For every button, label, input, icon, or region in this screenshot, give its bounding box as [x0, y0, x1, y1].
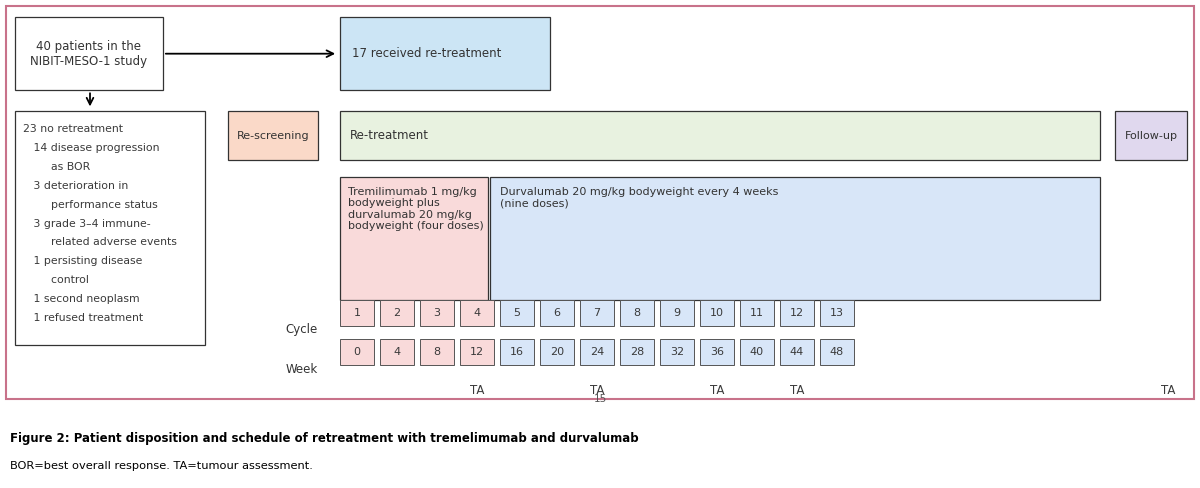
Text: TA: TA: [470, 385, 484, 397]
FancyBboxPatch shape: [780, 300, 814, 326]
FancyBboxPatch shape: [460, 339, 494, 366]
Text: Week: Week: [286, 363, 318, 376]
Text: 14 disease progression: 14 disease progression: [23, 143, 160, 153]
FancyBboxPatch shape: [540, 300, 574, 326]
Text: Follow-up: Follow-up: [1124, 131, 1177, 141]
FancyBboxPatch shape: [380, 300, 414, 326]
FancyBboxPatch shape: [340, 300, 374, 326]
Text: 0: 0: [354, 347, 360, 357]
FancyBboxPatch shape: [340, 17, 550, 90]
FancyBboxPatch shape: [820, 339, 854, 366]
FancyBboxPatch shape: [340, 177, 488, 300]
Text: Durvalumab 20 mg/kg bodyweight every 4 weeks
(nine doses): Durvalumab 20 mg/kg bodyweight every 4 w…: [500, 186, 779, 208]
Text: TA: TA: [790, 385, 804, 397]
Text: 5: 5: [514, 308, 521, 318]
FancyBboxPatch shape: [660, 300, 694, 326]
Text: related adverse events: related adverse events: [23, 237, 176, 247]
FancyBboxPatch shape: [500, 339, 534, 366]
Text: 20: 20: [550, 347, 564, 357]
Text: Tremilimumab 1 mg/kg
bodyweight plus
durvalumab 20 mg/kg
bodyweight (four doses): Tremilimumab 1 mg/kg bodyweight plus dur…: [348, 186, 484, 231]
Text: 12: 12: [790, 308, 804, 318]
Text: 36: 36: [710, 347, 724, 357]
Text: 48: 48: [830, 347, 844, 357]
Text: Re-treatment: Re-treatment: [350, 129, 430, 142]
Text: 16: 16: [510, 347, 524, 357]
FancyBboxPatch shape: [580, 300, 614, 326]
Text: 11: 11: [750, 308, 764, 318]
Text: 1: 1: [354, 308, 360, 318]
FancyBboxPatch shape: [660, 339, 694, 366]
Text: 10: 10: [710, 308, 724, 318]
Text: 4: 4: [394, 347, 401, 357]
Text: as BOR: as BOR: [23, 162, 90, 172]
FancyBboxPatch shape: [820, 300, 854, 326]
Text: 13: 13: [830, 308, 844, 318]
Text: Cycle: Cycle: [286, 323, 318, 336]
Text: 44: 44: [790, 347, 804, 357]
Text: 40: 40: [750, 347, 764, 357]
Text: BOR=best overall response. TA=tumour assessment.: BOR=best overall response. TA=tumour ass…: [10, 461, 312, 471]
FancyBboxPatch shape: [1115, 111, 1187, 160]
FancyBboxPatch shape: [14, 17, 163, 90]
Text: 8: 8: [634, 308, 641, 318]
Text: 17 received re-treatment: 17 received re-treatment: [352, 47, 502, 60]
Text: 32: 32: [670, 347, 684, 357]
FancyBboxPatch shape: [340, 339, 374, 366]
FancyBboxPatch shape: [420, 339, 454, 366]
Text: performance status: performance status: [23, 200, 157, 210]
Text: 1 refused treatment: 1 refused treatment: [23, 313, 143, 323]
Text: 12: 12: [470, 347, 484, 357]
FancyBboxPatch shape: [700, 339, 734, 366]
FancyBboxPatch shape: [490, 177, 1100, 300]
Text: 3: 3: [433, 308, 440, 318]
Text: 15: 15: [593, 394, 607, 404]
Text: 3 deterioration in: 3 deterioration in: [23, 181, 128, 191]
Text: 9: 9: [673, 308, 680, 318]
Text: 1 persisting disease: 1 persisting disease: [23, 256, 143, 266]
Text: Re-screening: Re-screening: [236, 131, 310, 141]
FancyBboxPatch shape: [420, 300, 454, 326]
Text: TA: TA: [1160, 385, 1175, 397]
FancyBboxPatch shape: [340, 111, 1100, 160]
Text: 7: 7: [594, 308, 600, 318]
FancyBboxPatch shape: [620, 339, 654, 366]
FancyBboxPatch shape: [380, 339, 414, 366]
FancyBboxPatch shape: [740, 339, 774, 366]
FancyBboxPatch shape: [228, 111, 318, 160]
Text: TA: TA: [590, 385, 604, 397]
Text: Figure 2: Patient disposition and schedule of retreatment with tremelimumab and : Figure 2: Patient disposition and schedu…: [10, 432, 638, 445]
Text: 6: 6: [553, 308, 560, 318]
Text: 3 grade 3–4 immune-: 3 grade 3–4 immune-: [23, 219, 151, 228]
FancyBboxPatch shape: [14, 111, 205, 345]
Text: 8: 8: [433, 347, 440, 357]
FancyBboxPatch shape: [620, 300, 654, 326]
Text: control: control: [23, 275, 89, 285]
Text: 40 patients in the
NIBIT-MESO-1 study: 40 patients in the NIBIT-MESO-1 study: [30, 40, 148, 68]
FancyBboxPatch shape: [500, 300, 534, 326]
Text: 28: 28: [630, 347, 644, 357]
FancyBboxPatch shape: [780, 339, 814, 366]
Text: 4: 4: [474, 308, 480, 318]
Text: 2: 2: [394, 308, 401, 318]
Text: 23 no retreatment: 23 no retreatment: [23, 124, 124, 134]
FancyBboxPatch shape: [460, 300, 494, 326]
Text: TA: TA: [710, 385, 724, 397]
FancyBboxPatch shape: [700, 300, 734, 326]
FancyBboxPatch shape: [540, 339, 574, 366]
FancyBboxPatch shape: [740, 300, 774, 326]
FancyBboxPatch shape: [580, 339, 614, 366]
Text: 24: 24: [590, 347, 604, 357]
Text: 1 second neoplasm: 1 second neoplasm: [23, 294, 139, 304]
